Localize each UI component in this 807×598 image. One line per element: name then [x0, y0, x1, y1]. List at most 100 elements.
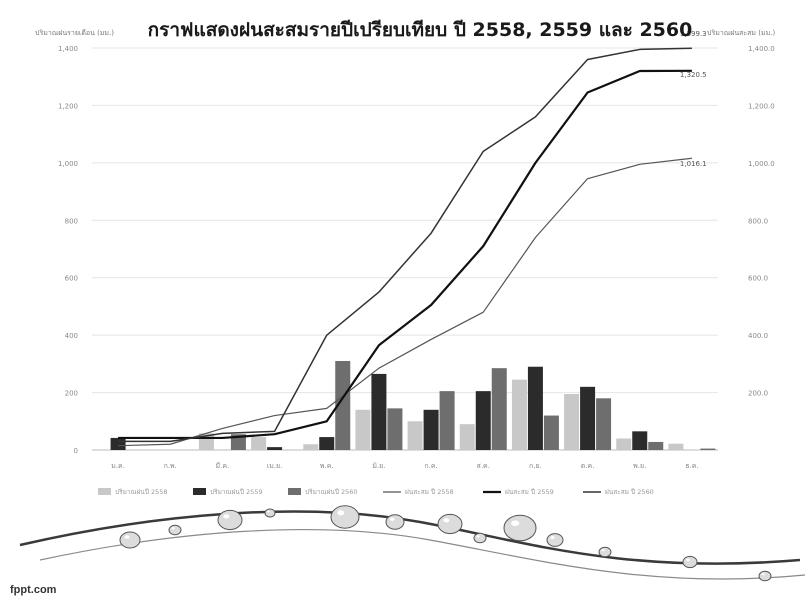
left-tick-label: 800 — [65, 217, 78, 225]
bar — [527, 366, 543, 450]
water-drop-highlight — [337, 510, 345, 516]
water-drop — [437, 513, 463, 535]
bar — [319, 437, 335, 450]
bar — [423, 409, 439, 450]
splash-curve — [19, 510, 801, 565]
right-tick-label: 1,400.0 — [748, 45, 775, 53]
legend-label: ปริมาณฝนปี 2559 — [210, 488, 263, 496]
bar — [267, 447, 283, 450]
water-drop-highlight — [476, 535, 480, 538]
grid — [92, 47, 718, 451]
bar — [439, 391, 455, 450]
left-tick-label: 1,400 — [58, 45, 78, 53]
category-label: มิ.ย. — [372, 462, 385, 470]
left-tick-label: 200 — [65, 390, 78, 398]
water-drop — [598, 546, 612, 558]
water-drop-highlight — [601, 549, 605, 552]
water-drop-highlight — [124, 535, 130, 539]
water-drop-highlight — [267, 510, 270, 513]
bar — [475, 391, 491, 450]
bar — [511, 379, 527, 450]
category-label: ธ.ค. — [685, 462, 698, 470]
bar — [251, 437, 267, 450]
bar — [596, 398, 612, 450]
category-label: ส.ค. — [477, 462, 490, 470]
bar — [668, 443, 684, 450]
water-drop-highlight — [511, 520, 520, 527]
bar — [632, 431, 648, 450]
left-tick-label: 400 — [65, 332, 78, 340]
water-drop — [385, 514, 405, 530]
legend: ปริมาณฝนปี 2558 ปริมาณฝนปี 2559 ปริมาณฝนปี… — [98, 488, 654, 496]
bar — [616, 438, 632, 450]
footer-brand: fppt.com — [10, 584, 57, 596]
right-tick-label: 200.0 — [748, 390, 768, 398]
legend-swatch — [288, 488, 301, 495]
category-label: ก.ย. — [529, 462, 542, 470]
legend-label: ปริมาณฝนปี 2558 — [115, 488, 168, 496]
end-value-label: 1,320.5 — [680, 71, 707, 79]
right-tick-label: 1,000.0 — [748, 160, 775, 168]
left-tick-label: 1,200 — [58, 102, 78, 110]
legend-label: ฝนสะสม ปี 2558 — [405, 488, 454, 496]
category-label: ก.ค. — [424, 462, 437, 470]
cumulative-lines: 1,399.3 1,320.5 1,016.1 — [118, 30, 707, 447]
water-drops-decoration — [19, 505, 806, 582]
bar — [491, 368, 507, 450]
water-drop-highlight — [390, 517, 395, 521]
water-drop-highlight — [171, 527, 175, 530]
water-drop-highlight — [443, 518, 450, 523]
bar — [700, 448, 716, 450]
category-label: พ.ย. — [633, 462, 646, 470]
water-drop — [119, 531, 141, 549]
category-label: มี.ค. — [216, 462, 230, 470]
legend-swatch — [193, 488, 206, 495]
legend-swatch — [98, 488, 111, 495]
water-drop-highlight — [550, 536, 555, 540]
bar — [387, 408, 403, 450]
bar — [564, 394, 580, 450]
right-tick-label: 400.0 — [748, 332, 768, 340]
bar — [110, 437, 126, 450]
end-value-label: 1,016.1 — [680, 160, 707, 168]
bar — [371, 373, 387, 450]
legend-label: ปริมาณฝนปี 2560 — [305, 488, 358, 496]
bars — [110, 360, 716, 450]
category-label: ก.พ. — [164, 462, 177, 470]
water-drop — [264, 508, 276, 518]
category-label: ต.ค. — [581, 462, 595, 470]
left-tick-label: 0 — [74, 447, 78, 455]
end-value-label: 1,399.3 — [680, 30, 707, 38]
bar — [459, 424, 475, 450]
left-tick-label: 1,000 — [58, 160, 78, 168]
right-axis-label: ปริมาณฝนสะสม (มม.) — [707, 29, 775, 37]
chart-title: กราฟแสดงฝนสะสมรายปีเปรียบเทียบ ปี 2558, … — [148, 19, 693, 41]
left-axis-label: ปริมาณฝนรายเดือน (มม.) — [35, 29, 114, 37]
left-tick-label: 600 — [65, 275, 78, 283]
water-drop — [473, 532, 487, 544]
series-line — [118, 157, 692, 447]
splash-curve — [39, 528, 806, 580]
bar — [303, 444, 319, 450]
water-drop — [330, 505, 360, 529]
bar — [648, 441, 664, 450]
water-drop — [758, 570, 772, 582]
bar — [407, 421, 423, 450]
right-tick-label: 600.0 — [748, 275, 768, 283]
series-line — [118, 47, 692, 443]
water-drop — [546, 533, 564, 547]
series-line — [118, 69, 692, 440]
right-tick-label: 800.0 — [748, 217, 768, 225]
category-label: พ.ค. — [320, 462, 334, 470]
bar — [543, 415, 559, 450]
axes: 0 200 200.0 400 400.0 600 600.0 800 800.0 1,000 1,… — [58, 45, 775, 470]
water-drop — [682, 555, 698, 569]
bar — [335, 360, 351, 450]
category-label: เม.ย. — [267, 462, 283, 470]
legend-label: ฝนสะสม ปี 2560 — [605, 488, 654, 496]
water-drop-highlight — [761, 573, 765, 576]
water-drop — [503, 514, 537, 542]
water-drop-highlight — [223, 514, 230, 519]
